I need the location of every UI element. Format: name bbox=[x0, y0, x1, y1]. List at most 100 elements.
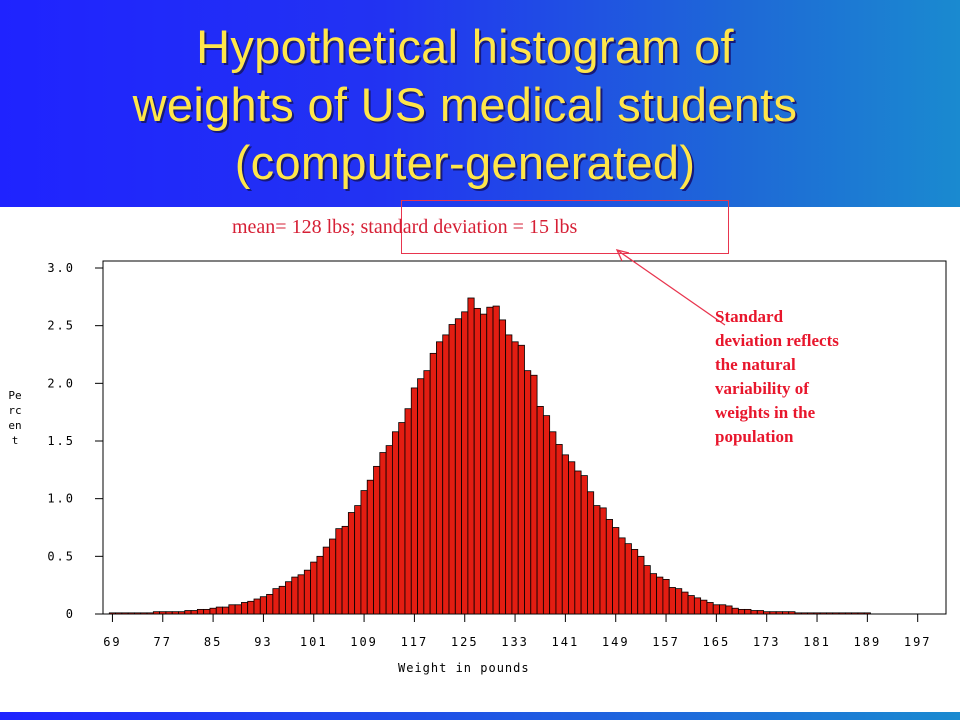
histogram-bar bbox=[480, 313, 488, 615]
histogram-bar bbox=[769, 611, 777, 615]
histogram-bar bbox=[134, 612, 142, 615]
histogram-bar bbox=[681, 591, 689, 615]
x-tick-label: 93 bbox=[254, 635, 272, 649]
note-line: Standard bbox=[715, 307, 784, 326]
subtitle-highlight-box bbox=[401, 200, 729, 254]
histogram-bar bbox=[341, 525, 349, 615]
histogram-bar bbox=[712, 604, 720, 615]
chart-subtitle: mean= 128 lbs; standard deviation = 15 l… bbox=[232, 216, 578, 238]
histogram-bar bbox=[807, 612, 815, 615]
histogram-bar bbox=[240, 602, 249, 615]
histogram-bar bbox=[687, 595, 695, 615]
note-line: variability of bbox=[715, 379, 809, 398]
arrow-head bbox=[615, 249, 630, 262]
histogram-bar bbox=[360, 490, 368, 615]
histogram-bar bbox=[750, 610, 758, 615]
histogram-bar bbox=[190, 610, 198, 615]
y-tick-label: 2.5 bbox=[47, 319, 75, 333]
title-band bbox=[0, 0, 960, 207]
histogram-bar bbox=[423, 370, 431, 615]
histogram-bar bbox=[152, 611, 161, 615]
histogram-bar bbox=[693, 597, 702, 615]
histogram-bar bbox=[561, 454, 569, 615]
histogram-bar bbox=[719, 604, 727, 615]
histogram-bar bbox=[461, 311, 469, 615]
histogram-bar bbox=[643, 565, 651, 615]
histogram-bar bbox=[536, 405, 544, 615]
histogram-bar bbox=[108, 612, 116, 615]
x-tick-label: 157 bbox=[652, 635, 680, 649]
note-line: deviation reflects bbox=[715, 331, 839, 350]
histogram-bar bbox=[266, 593, 274, 615]
histogram-bar bbox=[354, 505, 362, 615]
histogram-bar bbox=[587, 491, 595, 615]
histogram-bar bbox=[555, 444, 563, 615]
histogram-bar bbox=[259, 596, 267, 615]
histogram-bar bbox=[404, 408, 412, 615]
note-line: the natural bbox=[715, 355, 796, 374]
histogram-bar bbox=[637, 555, 645, 615]
x-tick-label: 77 bbox=[154, 635, 172, 649]
title-line-3: (computer-generated) bbox=[234, 136, 696, 189]
histogram-bar bbox=[542, 415, 551, 615]
histogram-bar bbox=[247, 600, 255, 615]
histogram-bar bbox=[725, 605, 733, 615]
histogram-bar bbox=[656, 576, 664, 615]
note-line: population bbox=[715, 427, 794, 446]
x-tick-label: 165 bbox=[703, 635, 731, 649]
x-tick-label: 149 bbox=[602, 635, 630, 649]
y-tick-label: 0 bbox=[66, 607, 75, 621]
histogram-bar bbox=[819, 612, 827, 615]
histogram-bar bbox=[303, 569, 311, 615]
histogram-bar bbox=[442, 334, 450, 615]
bottom-band bbox=[0, 712, 960, 720]
histogram-bar bbox=[310, 561, 318, 615]
y-tick-label: 3.0 bbox=[47, 261, 75, 275]
y-tick-label: 2.0 bbox=[47, 376, 75, 390]
histogram-bar bbox=[599, 507, 607, 615]
histogram-bar bbox=[398, 422, 406, 615]
histogram-bar bbox=[253, 598, 261, 615]
x-tick-label: 173 bbox=[753, 635, 781, 649]
histogram-bar bbox=[278, 585, 286, 615]
histogram-bar bbox=[624, 543, 632, 615]
x-tick-label: 189 bbox=[854, 635, 882, 649]
histogram-bar bbox=[203, 608, 211, 615]
histogram-bar bbox=[511, 341, 519, 615]
histogram-bar bbox=[335, 528, 343, 615]
histogram-bar bbox=[505, 334, 513, 615]
histogram-bar bbox=[171, 611, 179, 615]
histogram-bar bbox=[391, 431, 400, 615]
histogram-bar bbox=[285, 581, 293, 615]
histogram-bar bbox=[385, 445, 393, 615]
annotation-arrow bbox=[616, 249, 726, 326]
title-line-1: Hypothetical histogram of bbox=[196, 20, 734, 73]
histogram-bar bbox=[291, 576, 299, 615]
x-axis-label: Weight in pounds bbox=[398, 661, 530, 675]
histogram-bar bbox=[184, 610, 192, 615]
histogram-bar bbox=[612, 527, 620, 615]
histogram-bar bbox=[605, 519, 613, 615]
histogram-bar bbox=[574, 470, 582, 615]
histogram-bar bbox=[649, 573, 658, 615]
histogram-bar bbox=[675, 588, 683, 615]
x-tick-label: 85 bbox=[204, 635, 222, 649]
histogram-bar bbox=[517, 344, 525, 615]
histogram-bar bbox=[410, 387, 418, 615]
histogram-bar bbox=[826, 612, 834, 615]
histogram-bar bbox=[121, 612, 129, 615]
histogram-bar bbox=[706, 602, 714, 615]
histogram-bar bbox=[618, 537, 626, 615]
histogram-bar bbox=[467, 297, 475, 615]
histogram-bar bbox=[738, 608, 746, 615]
histogram-bar bbox=[234, 604, 242, 615]
histogram-bar bbox=[492, 305, 500, 615]
histogram-bar bbox=[215, 606, 223, 615]
histogram-bar bbox=[165, 611, 173, 615]
x-tick-label: 197 bbox=[904, 635, 932, 649]
y-tick-label: 1.5 bbox=[47, 434, 75, 448]
x-axis: 69 77 85 93 101 109 117 125 133 141 149 157 165 173 18… bbox=[103, 614, 932, 649]
histogram-bar bbox=[486, 306, 494, 615]
histogram-bar bbox=[272, 588, 280, 615]
